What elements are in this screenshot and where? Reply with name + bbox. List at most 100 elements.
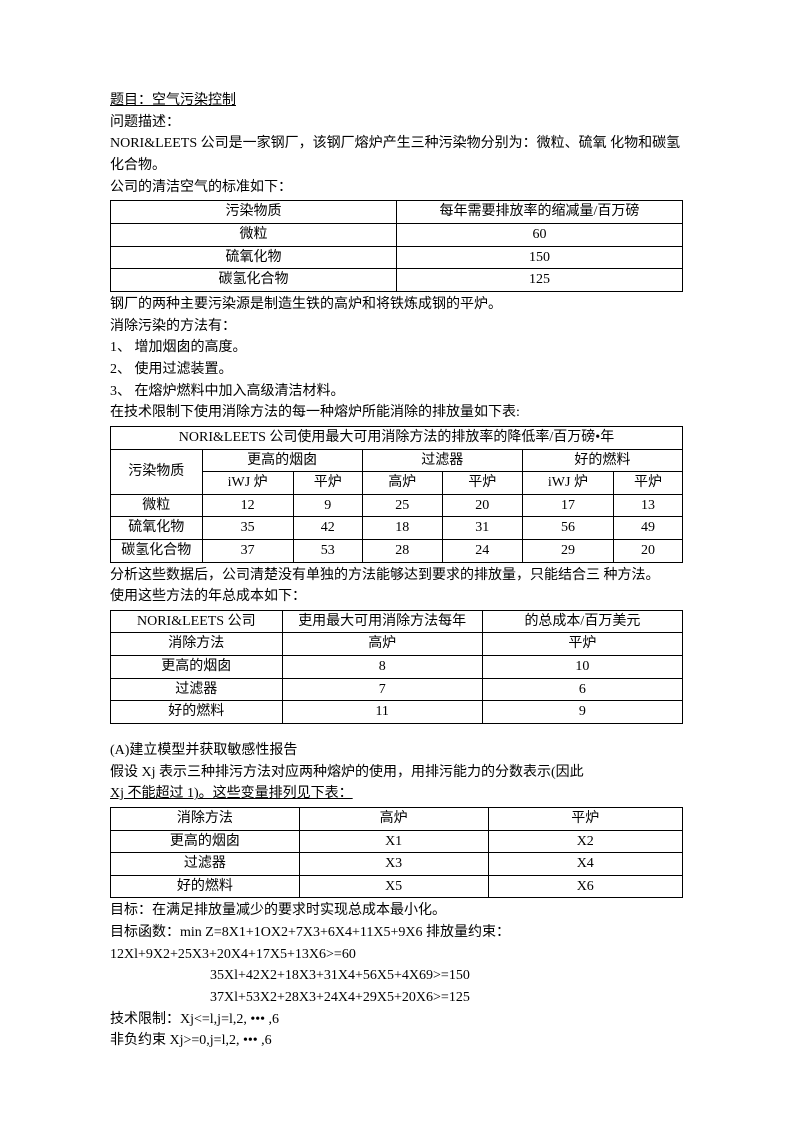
table-row: 更高的烟囱X1X2 xyxy=(111,830,683,853)
cell: 硫氧化物 xyxy=(111,517,203,540)
cell: iWJ 炉 xyxy=(202,472,293,495)
cell: 25 xyxy=(362,494,442,517)
cell: 29 xyxy=(522,539,613,562)
cell: NORI&LEETS 公司 xyxy=(111,610,283,633)
cell: 过滤器 xyxy=(362,449,522,472)
para: 分析这些数据后，公司清楚没有单独的方法能够达到要求的排放量，只能结合三 种方法。 xyxy=(110,565,683,587)
cell: 53 xyxy=(293,539,362,562)
cell: 微粒 xyxy=(111,494,203,517)
para: 1、 增加烟囱的高度。 xyxy=(110,337,683,359)
cell: 的总成本/百万美元 xyxy=(482,610,682,633)
cell: 高炉 xyxy=(362,472,442,495)
table-row: 硫氧化物150 xyxy=(111,246,683,269)
table-standards: 污染物质 每年需要排放率的缩减量/百万磅 微粒60 硫氧化物150 碳氢化合物1… xyxy=(110,200,683,291)
cell: 平炉 xyxy=(614,472,683,495)
table-reduction: NORI&LEETS 公司使用最大可用消除方法的排放率的降低率/百万磅•年 污染… xyxy=(110,426,683,563)
objective: 目标函数：min Z=8X1+1OX2+7X3+6X4+11X5+9X6 排放量… xyxy=(110,922,683,944)
cell: 60 xyxy=(397,224,683,247)
table-row: NORI&LEETS 公司 吏用最大可用消除方法每年 的总成本/百万美元 xyxy=(111,610,683,633)
cell: 125 xyxy=(397,269,683,292)
cell: 好的燃料 xyxy=(522,449,682,472)
table-row: 碳氢化合物125 xyxy=(111,269,683,292)
cell: 平炉 xyxy=(293,472,362,495)
cell: 20 xyxy=(442,494,522,517)
cell: 12 xyxy=(202,494,293,517)
cell: 平炉 xyxy=(488,807,683,830)
desc-label: 问题描述： xyxy=(110,112,683,134)
cell: X1 xyxy=(299,830,488,853)
cell: NORI&LEETS 公司使用最大可用消除方法的排放率的降低率/百万磅•年 xyxy=(111,426,683,449)
para: 3、 在熔炉燃料中加入高级清洁材料。 xyxy=(110,381,683,403)
cell: 高炉 xyxy=(299,807,488,830)
cell: 9 xyxy=(293,494,362,517)
cell: 更高的烟囱 xyxy=(111,656,283,679)
constraint: 37Xl+53X2+28X3+24X4+29X5+20X6>=125 xyxy=(110,987,683,1009)
nonneg: 非负约束 Xj>=0,j=l,2, ••• ,6 xyxy=(110,1030,683,1052)
table-row: NORI&LEETS 公司使用最大可用消除方法的排放率的降低率/百万磅•年 xyxy=(111,426,683,449)
table-row: 更高的烟囱810 xyxy=(111,656,683,679)
cell: 35 xyxy=(202,517,293,540)
cell: iWJ 炉 xyxy=(522,472,613,495)
cell: 硫氧化物 xyxy=(111,246,397,269)
cell: 污染物质 xyxy=(111,201,397,224)
cell: 10 xyxy=(482,656,682,679)
cell: 好的燃料 xyxy=(111,701,283,724)
tech-limit: 技术限制：Xj<=l,j=l,2, ••• ,6 xyxy=(110,1009,683,1031)
cell: 平炉 xyxy=(442,472,522,495)
cell: 过滤器 xyxy=(111,678,283,701)
table-row: 过滤器X3X4 xyxy=(111,853,683,876)
table-row: 污染物质 更高的烟囱 过滤器 好的燃料 xyxy=(111,449,683,472)
table-row: 碳氢化合物375328242920 xyxy=(111,539,683,562)
cell: 每年需要排放率的缩减量/百万磅 xyxy=(397,201,683,224)
table-row: 微粒12925201713 xyxy=(111,494,683,517)
cell: 过滤器 xyxy=(111,853,300,876)
cell: 吏用最大可用消除方法每年 xyxy=(282,610,482,633)
table-row: 过滤器76 xyxy=(111,678,683,701)
para: 钢厂的两种主要污染源是制造生铁的高炉和将铁炼成钢的平炉。 xyxy=(110,294,683,316)
cell: 消除方法 xyxy=(111,633,283,656)
cell: 31 xyxy=(442,517,522,540)
cell: 42 xyxy=(293,517,362,540)
cell: X6 xyxy=(488,875,683,898)
cell: 微粒 xyxy=(111,224,397,247)
cell: 好的燃料 xyxy=(111,875,300,898)
cell: 污染物质 xyxy=(111,449,203,494)
cell: X5 xyxy=(299,875,488,898)
cell: 9 xyxy=(482,701,682,724)
cell: 碳氢化合物 xyxy=(111,269,397,292)
table-row: 消除方法 高炉 平炉 xyxy=(111,807,683,830)
cell: 18 xyxy=(362,517,442,540)
title: 题目：空气污染控制 xyxy=(110,90,683,112)
cell: 碳氢化合物 xyxy=(111,539,203,562)
cell: 更高的烟囱 xyxy=(111,830,300,853)
cell: 平炉 xyxy=(482,633,682,656)
cell: 7 xyxy=(282,678,482,701)
desc-2: 公司的清洁空气的标准如下： xyxy=(110,177,683,199)
cell: 28 xyxy=(362,539,442,562)
cell: 13 xyxy=(614,494,683,517)
cell: 6 xyxy=(482,678,682,701)
cell: 8 xyxy=(282,656,482,679)
cell: X4 xyxy=(488,853,683,876)
cell: 37 xyxy=(202,539,293,562)
para: 使用这些方法的年总成本如下： xyxy=(110,586,683,608)
cell: 更高的烟囱 xyxy=(202,449,362,472)
table-row: 好的燃料119 xyxy=(111,701,683,724)
cell: 高炉 xyxy=(282,633,482,656)
cell: 11 xyxy=(282,701,482,724)
goal: 目标：在满足排放量减少的要求时实现总成本最小化。 xyxy=(110,900,683,922)
cell: X3 xyxy=(299,853,488,876)
cell: 150 xyxy=(397,246,683,269)
table-row: 微粒60 xyxy=(111,224,683,247)
cell: X2 xyxy=(488,830,683,853)
desc-1: NORI&LEETS 公司是一家钢厂，该钢厂熔炉产生三种污染物分别为：微粒、硫氧… xyxy=(110,133,683,176)
table-row: 污染物质 每年需要排放率的缩减量/百万磅 xyxy=(111,201,683,224)
constraint: 12Xl+9X2+25X3+20X4+17X5+13X6>=60 xyxy=(110,944,683,966)
cell: 消除方法 xyxy=(111,807,300,830)
table-variables: 消除方法 高炉 平炉 更高的烟囱X1X2 过滤器X3X4 好的燃料X5X6 xyxy=(110,807,683,898)
table-row: 消除方法 高炉 平炉 xyxy=(111,633,683,656)
cell: 20 xyxy=(614,539,683,562)
constraint: 35Xl+42X2+18X3+31X4+56X5+4X69>=150 xyxy=(110,965,683,987)
table-row: 好的燃料X5X6 xyxy=(111,875,683,898)
table-cost: NORI&LEETS 公司 吏用最大可用消除方法每年 的总成本/百万美元 消除方… xyxy=(110,610,683,724)
